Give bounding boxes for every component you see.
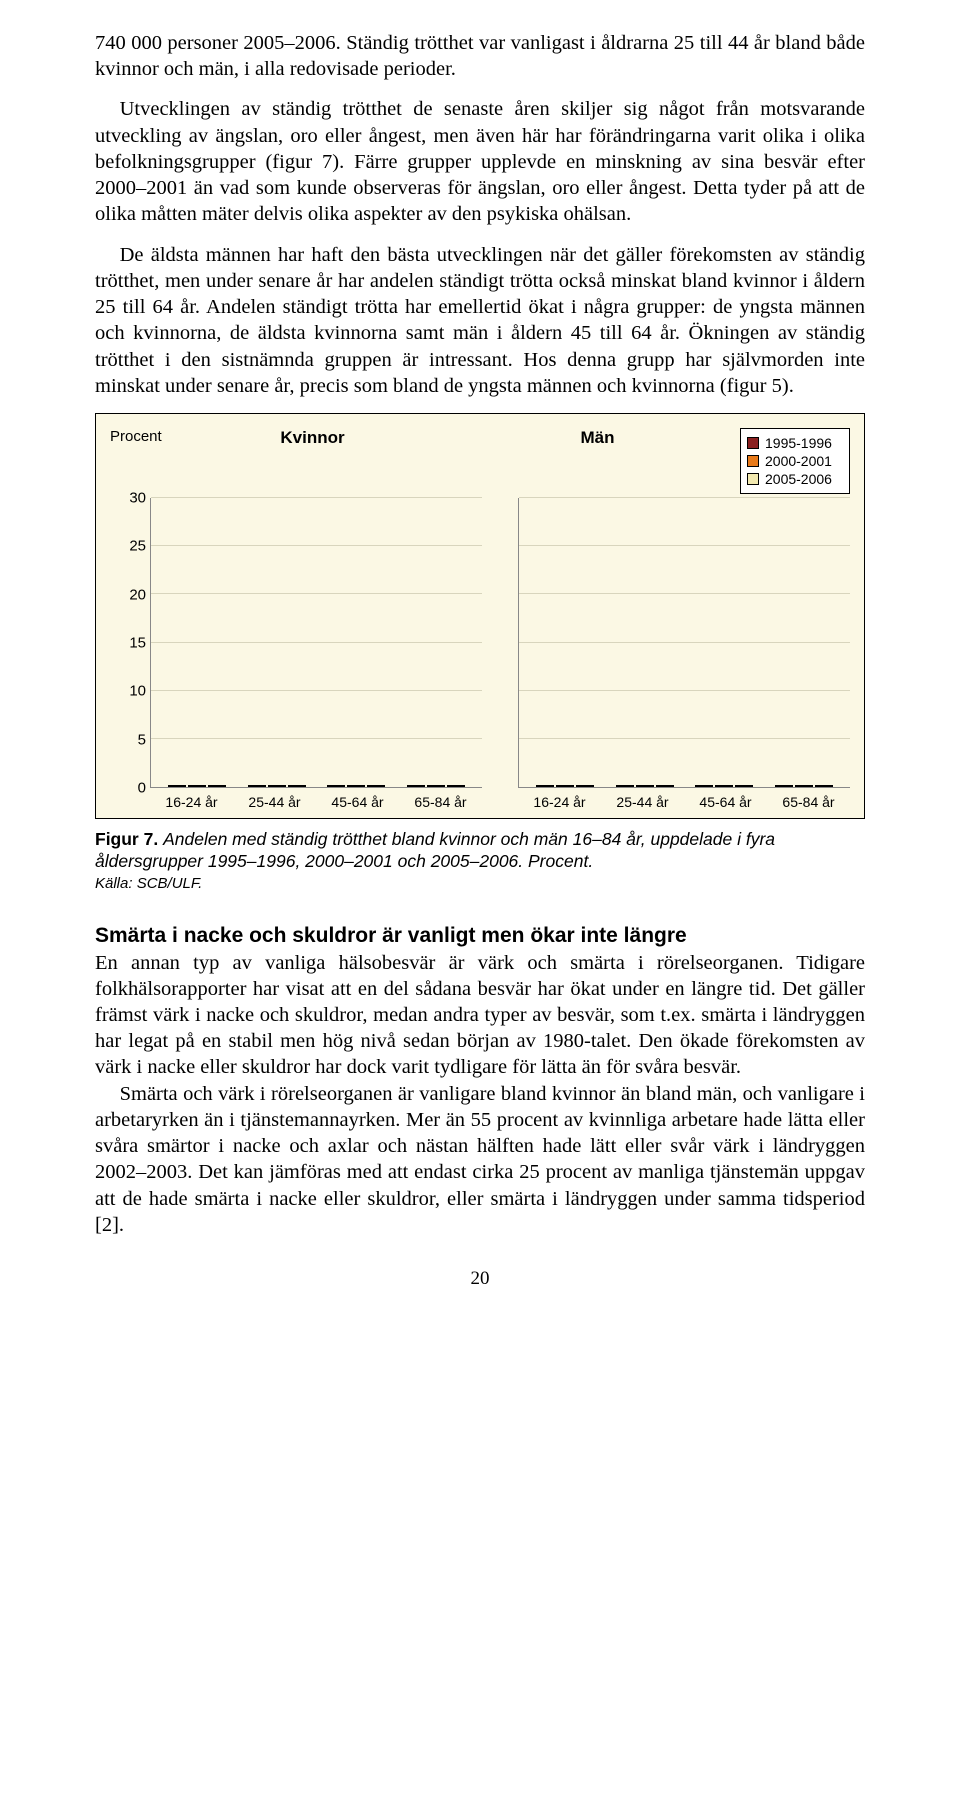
paragraph-5: Smärta och värk i rörelseorganen är vanl… (95, 1081, 865, 1238)
legend-label-2: 2000-2001 (765, 453, 832, 469)
paragraph-2-text: Utvecklingen av ständig trötthet de sena… (95, 98, 865, 225)
paragraph-1: 740 000 personer 2005–2006. Ständig tröt… (95, 30, 865, 82)
caption-label: Figur 7. (95, 829, 158, 849)
paragraph-3: De äldsta männen har haft den bästa utve… (95, 242, 865, 399)
panel-title-man: Män (455, 428, 740, 448)
paragraph-2: Utvecklingen av ständig trötthet de sena… (95, 96, 865, 227)
y-axis-title: Procent (110, 428, 170, 445)
page-number: 20 (95, 1268, 865, 1290)
paragraph-4: En annan typ av vanliga hälsobesvär är v… (95, 950, 865, 1081)
legend-swatch-2 (747, 455, 759, 467)
caption-source: Källa: SCB/ULF. (95, 875, 865, 894)
y-axis: 051015202530 (110, 498, 150, 788)
x-labels-man: 16-24 år25-44 år45-64 år65-84 år (518, 794, 850, 810)
figure-7-caption: Figur 7. Andelen med ständig trötthet bl… (95, 829, 865, 894)
chart-legend: 1995-1996 2000-2001 2005-2006 (740, 428, 850, 494)
legend-label-3: 2005-2006 (765, 471, 832, 487)
panel-kvinnor (150, 498, 482, 788)
panel-title-kvinnor: Kvinnor (170, 428, 455, 448)
subheading: Smärta i nacke och skuldror är vanligt m… (95, 924, 865, 948)
legend-swatch-1 (747, 437, 759, 449)
paragraph-5-text: Smärta och värk i rörelseorganen är vanl… (95, 1083, 865, 1236)
legend-label-1: 1995-1996 (765, 435, 832, 451)
panel-man (518, 498, 850, 788)
paragraph-3-text: De äldsta männen har haft den bästa utve… (95, 244, 865, 397)
caption-text: Andelen med ständig trötthet bland kvinn… (95, 829, 775, 871)
x-labels-kvinnor: 16-24 år25-44 år45-64 år65-84 år (150, 794, 482, 810)
figure-7-chart: Procent Kvinnor Män 1995-1996 2000-2001 … (95, 413, 865, 819)
legend-swatch-3 (747, 473, 759, 485)
